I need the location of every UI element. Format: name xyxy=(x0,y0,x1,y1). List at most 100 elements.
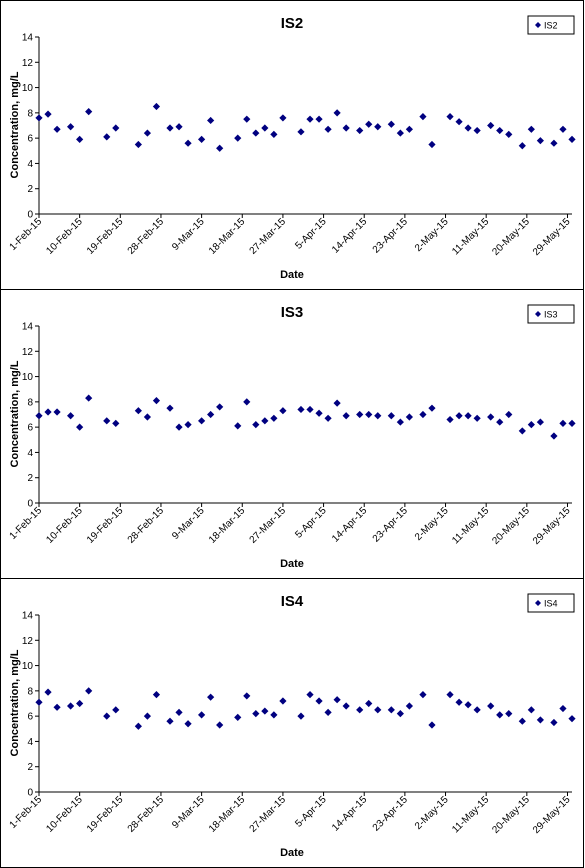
x-axis-label: Date xyxy=(280,269,304,281)
data-point xyxy=(342,124,350,132)
data-point xyxy=(134,722,142,730)
data-point xyxy=(568,715,576,723)
data-point xyxy=(505,710,513,718)
data-point xyxy=(428,404,436,412)
data-point xyxy=(112,124,120,132)
data-point xyxy=(279,407,287,415)
data-point xyxy=(270,414,278,422)
data-point xyxy=(103,712,111,720)
data-point xyxy=(324,125,332,133)
data-point xyxy=(473,706,481,714)
data-point xyxy=(446,415,454,424)
data-point xyxy=(143,712,152,720)
legend-label: IS3 xyxy=(544,310,558,320)
x-tick-label: 5-Apr-15 xyxy=(293,505,329,541)
data-point xyxy=(396,710,404,718)
data-point xyxy=(356,410,364,419)
x-axis-label: Date xyxy=(280,558,304,570)
x-tick-label: 23-Apr-15 xyxy=(371,505,411,545)
data-point xyxy=(152,396,161,405)
x-tick-label: 5-Apr-15 xyxy=(293,794,329,830)
data-point xyxy=(333,399,341,407)
data-point xyxy=(527,421,535,429)
data-point xyxy=(207,116,215,125)
x-tick-label: 27-Mar-15 xyxy=(248,505,289,546)
data-point xyxy=(487,702,495,710)
data-point xyxy=(405,125,413,133)
x-tick-label: 1-Feb-15 xyxy=(8,794,45,831)
data-point xyxy=(112,419,120,427)
x-tick-label: 14-Apr-15 xyxy=(330,505,370,545)
data-point xyxy=(455,698,463,706)
data-point xyxy=(234,713,242,722)
x-tick-label: 28-Feb-15 xyxy=(126,794,167,835)
data-point xyxy=(387,120,395,128)
y-axis-label: Concentration, mg/L xyxy=(9,649,21,756)
data-point xyxy=(315,697,323,705)
data-point xyxy=(152,102,161,111)
data-point xyxy=(279,114,287,122)
x-tick-label: 11-May-15 xyxy=(450,216,491,257)
chart-svg-is3: IS3 0 2 4 6 8 10 12 14 1-Feb-15 10-Feb-15 19-Feb-15… xyxy=(8,304,576,570)
data-point xyxy=(559,419,567,427)
data-point xyxy=(559,125,567,133)
x-tick-label: 18-Mar-15 xyxy=(207,794,248,835)
data-point xyxy=(324,414,332,422)
data-point xyxy=(419,691,427,699)
legend-label: IS2 xyxy=(544,21,558,31)
x-tick-label: 20-May-15 xyxy=(490,505,532,547)
data-point xyxy=(527,706,535,714)
data-point xyxy=(184,421,192,429)
data-point xyxy=(306,115,314,123)
x-tick-label: 28-Feb-15 xyxy=(126,216,167,257)
y-tick-label: 6 xyxy=(27,423,33,434)
x-tick-label: 9-Mar-15 xyxy=(170,794,207,831)
x-tick-label: 10-Feb-15 xyxy=(44,216,85,257)
data-point xyxy=(428,721,436,729)
data-point xyxy=(365,410,373,419)
data-point xyxy=(166,717,174,725)
x-tick-label: 20-May-15 xyxy=(490,216,532,258)
data-point xyxy=(356,706,364,714)
data-point xyxy=(315,409,323,417)
data-point xyxy=(365,120,373,128)
y-axis-label: Concentration, mg/L xyxy=(9,71,21,178)
y-tick-label: 0 xyxy=(27,788,33,799)
chart-title: IS3 xyxy=(281,304,304,321)
y-tick-label: 6 xyxy=(27,134,33,145)
y-tick-label: 8 xyxy=(27,397,33,408)
data-point xyxy=(67,702,75,710)
data-point xyxy=(207,693,215,701)
data-point xyxy=(216,721,224,729)
data-point xyxy=(536,137,544,145)
x-tick-label: 23-Apr-15 xyxy=(371,794,411,834)
data-point xyxy=(44,110,52,118)
data-point xyxy=(261,124,269,132)
chart-title: IS2 xyxy=(281,15,304,32)
data-point xyxy=(234,422,242,430)
x-tick-label: 14-Apr-15 xyxy=(330,794,370,834)
data-point xyxy=(527,125,535,133)
data-point xyxy=(134,407,142,415)
chart-panel-is2: IS2 0 2 4 6 8 10 12 14 1-Feb-15 10-Feb-15 19-Feb-15… xyxy=(0,0,584,290)
x-tick-label: 18-Mar-15 xyxy=(207,216,248,257)
x-tick-label: 20-May-15 xyxy=(490,794,532,836)
data-point xyxy=(374,412,382,420)
data-point xyxy=(76,135,84,144)
data-point xyxy=(342,412,350,420)
data-point xyxy=(261,707,269,715)
x-tick-label: 29-May-15 xyxy=(531,794,573,836)
data-point xyxy=(67,412,75,420)
x-tick-label: 19-Feb-15 xyxy=(85,505,126,546)
data-point xyxy=(464,412,472,420)
y-tick-label: 12 xyxy=(22,58,34,69)
data-point xyxy=(261,417,269,425)
y-tick-label: 10 xyxy=(22,83,34,94)
data-point xyxy=(270,130,278,138)
data-point xyxy=(35,698,43,706)
y-tick-label: 4 xyxy=(27,448,33,459)
legend-marker xyxy=(535,311,541,317)
data-point xyxy=(143,129,152,137)
x-tick-label: 1-Feb-15 xyxy=(8,505,45,542)
data-point xyxy=(446,113,454,121)
